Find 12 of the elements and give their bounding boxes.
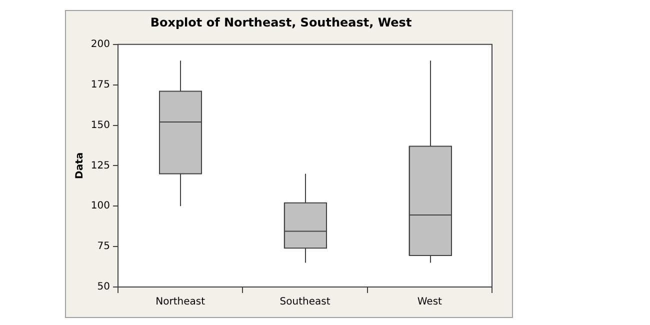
y-tick-label: 100 <box>90 200 110 212</box>
x-tick-label: West <box>417 296 442 308</box>
y-axis-title: Data <box>74 152 86 179</box>
y-tick-label: 150 <box>90 120 110 131</box>
x-tick-label: Northeast <box>156 296 206 308</box>
y-tick-label: 125 <box>90 160 110 172</box>
x-tick-label: Southeast <box>280 296 330 308</box>
chart-title: Boxplot of Northeast, Southeast, West <box>150 15 412 30</box>
y-tick-label: 75 <box>97 241 110 252</box>
y-tick-label: 200 <box>90 38 110 50</box>
y-tick-label: 175 <box>90 79 110 90</box>
y-tick-label: 50 <box>97 282 110 293</box>
